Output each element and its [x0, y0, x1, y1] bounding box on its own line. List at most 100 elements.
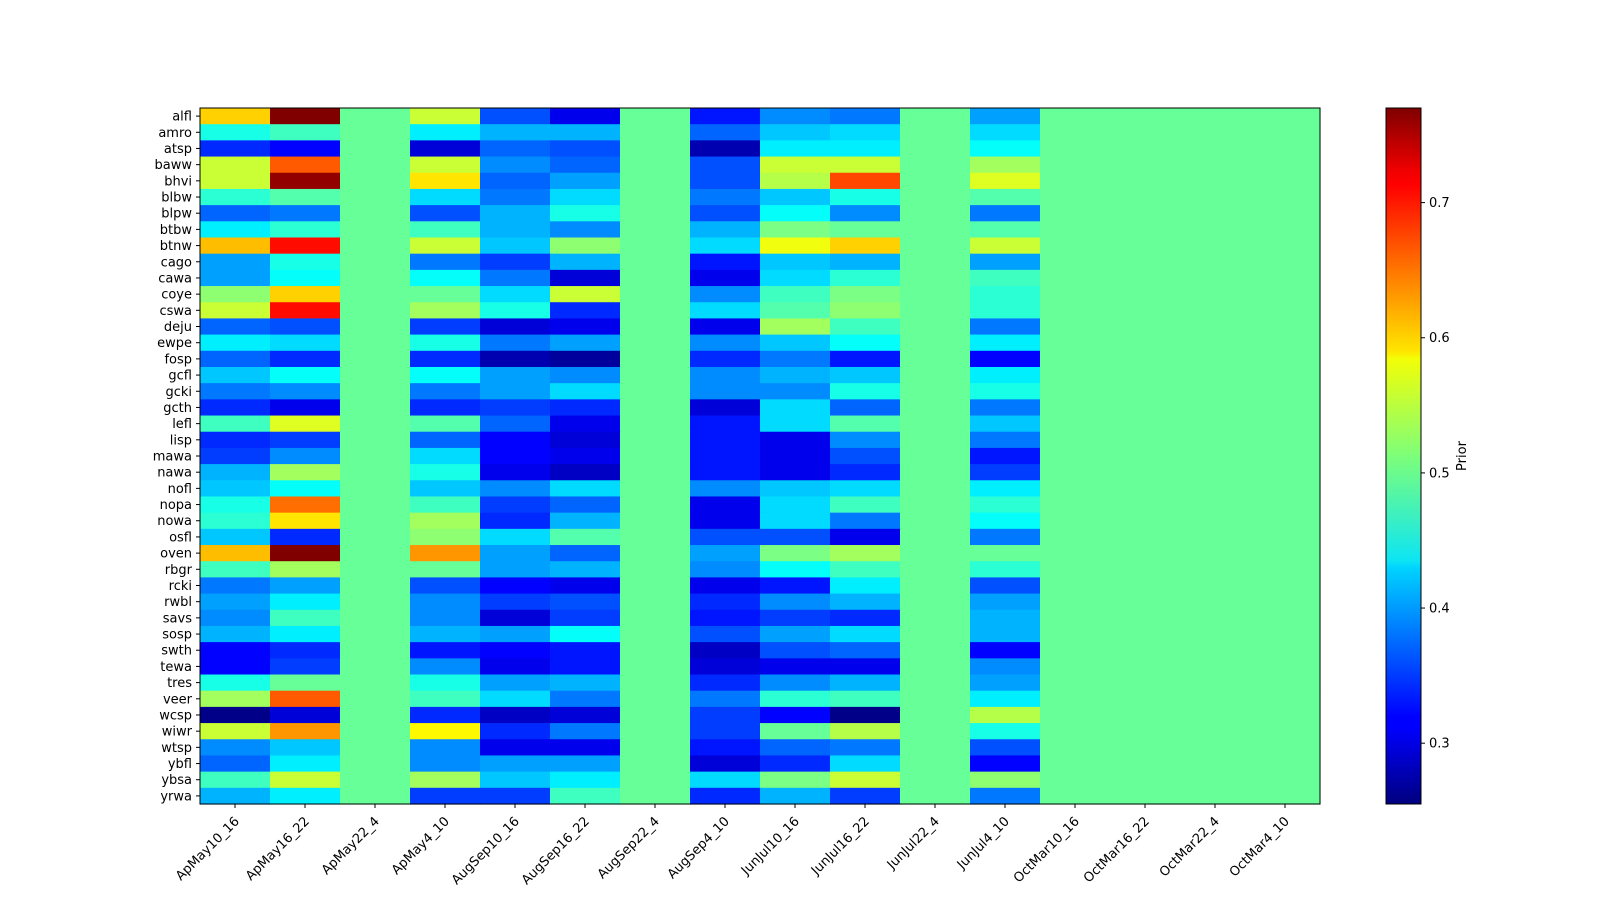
heatmap-cell — [1040, 625, 1111, 643]
heatmap-cell — [1180, 723, 1251, 740]
heatmap-cell — [760, 221, 831, 239]
heatmap-cell — [200, 512, 271, 530]
heatmap-cell — [1110, 739, 1181, 757]
heatmap-cell — [200, 464, 271, 481]
heatmap-cell — [970, 642, 1041, 659]
heatmap-cell — [480, 286, 551, 303]
heatmap-cell — [1180, 787, 1251, 805]
heatmap-cell — [900, 464, 971, 481]
heatmap-cell — [1250, 140, 1321, 158]
heatmap-cell — [830, 237, 901, 255]
y-tick-label: swth — [161, 644, 192, 659]
heatmap-cell — [1250, 415, 1321, 433]
heatmap-cell — [1110, 512, 1181, 530]
heatmap-cell — [900, 771, 971, 789]
heatmap-cell — [1180, 156, 1251, 174]
heatmap-cell — [620, 787, 691, 805]
heatmap-cell — [970, 447, 1041, 465]
heatmap-cell — [690, 561, 761, 578]
heatmap-cell — [1250, 690, 1321, 708]
x-tick-label: ApMay22_4 — [319, 814, 383, 878]
heatmap-cell — [1250, 625, 1321, 643]
heatmap-cell — [1180, 172, 1251, 190]
heatmap-cell — [760, 545, 831, 562]
heatmap-cell — [620, 690, 691, 708]
heatmap-cell — [550, 512, 621, 530]
heatmap-cell — [830, 221, 901, 239]
heatmap-cell — [270, 431, 341, 449]
y-tick-label: nowa — [157, 514, 192, 529]
y-tick-label: bhvi — [164, 174, 192, 189]
heatmap-cell — [830, 674, 901, 692]
heatmap-cell — [480, 431, 551, 449]
heatmap-cell — [760, 237, 831, 255]
heatmap-cell — [1040, 188, 1111, 206]
heatmap-cell — [970, 334, 1041, 352]
heatmap-cell — [270, 706, 341, 724]
heatmap-cell — [620, 366, 691, 384]
heatmap-cell — [410, 350, 481, 368]
heatmap-cell — [410, 221, 481, 239]
heatmap-cell — [830, 642, 901, 659]
heatmap-cell — [1180, 205, 1251, 222]
heatmap-cell — [1250, 172, 1321, 190]
heatmap-cell — [1110, 124, 1181, 141]
heatmap-cell — [340, 706, 411, 724]
heatmap-cell — [1040, 318, 1111, 336]
heatmap-cell — [760, 108, 831, 125]
y-tick-label: nofl — [168, 482, 192, 497]
heatmap-cell — [270, 771, 341, 789]
heatmap-cell — [620, 577, 691, 595]
heatmap-cell — [410, 545, 481, 562]
heatmap-cell — [900, 577, 971, 595]
heatmap-cell — [340, 350, 411, 368]
heatmap-cell — [830, 253, 901, 271]
heatmap-cell — [480, 447, 551, 465]
heatmap-cell — [900, 350, 971, 368]
heatmap-cell — [1110, 642, 1181, 659]
heatmap-cell — [200, 674, 271, 692]
heatmap-cell — [200, 755, 271, 773]
heatmap-cell — [480, 512, 551, 530]
heatmap-cell — [1110, 383, 1181, 400]
heatmap-cell — [620, 286, 691, 303]
heatmap-cell — [1040, 706, 1111, 724]
heatmap-cell — [620, 108, 691, 125]
heatmap-cell — [550, 172, 621, 190]
heatmap-cell — [620, 350, 691, 368]
heatmap-cell — [970, 221, 1041, 239]
heatmap-cell — [900, 221, 971, 239]
heatmap-cell — [690, 658, 761, 676]
y-tick-label: ybfl — [168, 757, 192, 772]
heatmap-cell — [410, 528, 481, 546]
heatmap-cell — [480, 140, 551, 158]
heatmap-cell — [1180, 237, 1251, 255]
heatmap-cell — [550, 124, 621, 141]
y-tick-label: coye — [161, 288, 192, 303]
heatmap-cell — [830, 269, 901, 287]
y-tick-label: yrwa — [160, 789, 192, 804]
heatmap-cell — [690, 172, 761, 190]
y-tick-label: atsp — [164, 142, 192, 157]
heatmap-cell — [480, 156, 551, 174]
heatmap-cell — [340, 399, 411, 417]
heatmap-cell — [970, 690, 1041, 708]
heatmap-cell — [410, 286, 481, 303]
heatmap-cell — [760, 318, 831, 336]
heatmap-cell — [480, 253, 551, 271]
heatmap-cell — [900, 205, 971, 222]
heatmap-cell — [1180, 739, 1251, 757]
heatmap-cell — [620, 706, 691, 724]
heatmap-cell — [620, 188, 691, 206]
heatmap-cell — [900, 609, 971, 627]
y-tick-label: gcfl — [168, 369, 192, 384]
heatmap-cell — [1250, 302, 1321, 320]
heatmap-cell — [1110, 188, 1181, 206]
x-tick-label: ApMay16_22 — [243, 814, 313, 884]
x-tick-label: JunJul10_16 — [738, 814, 803, 879]
heatmap-cell — [760, 690, 831, 708]
heatmap-cell — [620, 512, 691, 530]
heatmap-cell — [270, 755, 341, 773]
heatmap-cell — [830, 609, 901, 627]
heatmap-cell — [480, 318, 551, 336]
